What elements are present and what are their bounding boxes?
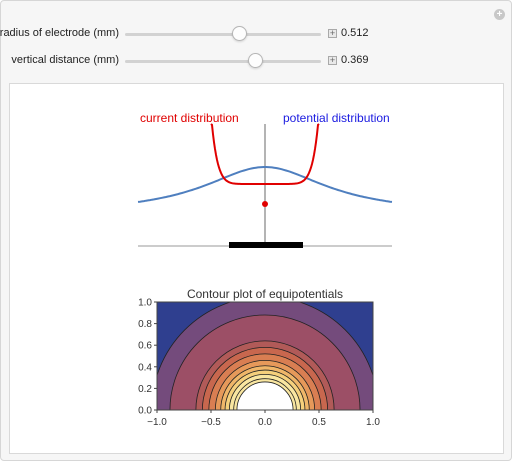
- distance-plus-icon[interactable]: +: [328, 55, 337, 65]
- distance-slider[interactable]: [125, 60, 321, 63]
- radius-value: 0.512: [341, 27, 369, 39]
- expand-options-icon[interactable]: +: [494, 9, 505, 20]
- potential-distribution-label: potential distribution: [283, 111, 390, 125]
- contour-plot: Contour plot of equipotentials −1.0 −0.5 0…: [138, 287, 380, 428]
- distance-value: 0.369: [341, 54, 369, 66]
- y-tick-label: 0.8: [138, 319, 152, 330]
- y-tick-label: 0.2: [138, 384, 152, 395]
- x-tick-label: 0.5: [312, 417, 326, 428]
- y-axis-ticks: 0.0 0.2 0.4 0.6 0.8 1.0: [138, 298, 157, 417]
- distance-control: vertical distance (mm) + 0.369: [1, 52, 513, 70]
- distance-slider-thumb[interactable]: [248, 53, 263, 68]
- x-axis-ticks: −1.0 −0.5 0.0 0.5 1.0: [147, 410, 380, 428]
- output-panel: current distribution potential distribut…: [9, 83, 504, 454]
- y-tick-label: 0.0: [138, 406, 152, 417]
- current-distribution-label: current distribution: [140, 111, 239, 125]
- y-tick-label: 1.0: [138, 298, 152, 309]
- radius-control: radius of electrode (mm) + 0.512: [0, 25, 513, 43]
- electrode-bar: [229, 242, 303, 248]
- x-tick-label: −1.0: [147, 417, 167, 428]
- y-tick-label: 0.4: [138, 362, 152, 373]
- radius-label: radius of electrode (mm): [0, 27, 119, 39]
- x-tick-label: 1.0: [366, 417, 380, 428]
- radius-slider-thumb[interactable]: [232, 26, 247, 41]
- potential-distribution-curve: [137, 166, 393, 203]
- current-distribution-curve: [210, 123, 320, 185]
- distribution-plot: current distribution potential distribut…: [137, 111, 393, 248]
- x-tick-label: −0.5: [201, 417, 221, 428]
- y-tick-label: 0.6: [138, 341, 152, 352]
- radius-slider[interactable]: [125, 33, 321, 36]
- contour-title: Contour plot of equipotentials: [187, 287, 343, 301]
- distance-label: vertical distance (mm): [11, 54, 119, 66]
- x-tick-label: 0.0: [258, 417, 272, 428]
- output-graphics: current distribution potential distribut…: [137, 111, 393, 428]
- contour-inner-region: [236, 381, 294, 410]
- radius-plus-icon[interactable]: +: [328, 28, 337, 38]
- point-source-marker: [262, 201, 268, 207]
- contour-levels: [157, 302, 373, 410]
